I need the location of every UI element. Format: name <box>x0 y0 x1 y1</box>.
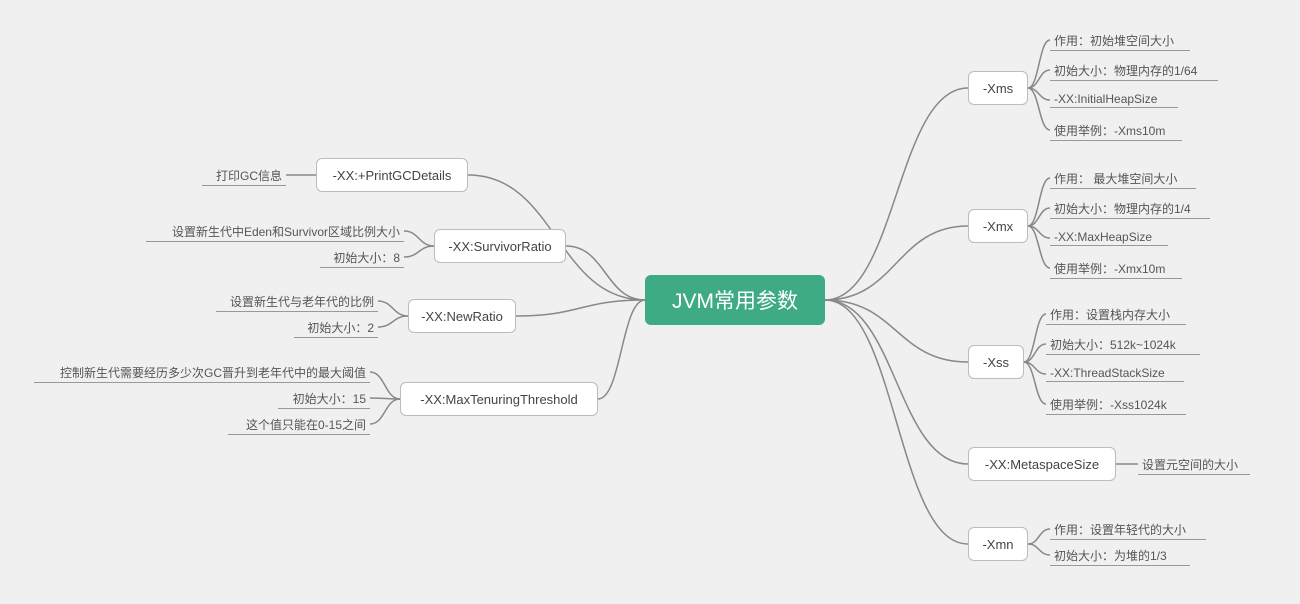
leaf-L2-0: 设置新生代与老年代的比例 <box>216 293 378 312</box>
branch-node-L3[interactable]: -XX:MaxTenuringThreshold <box>400 382 598 416</box>
branch-node-R0[interactable]: -Xms <box>968 71 1028 105</box>
branch-node-R2[interactable]: -Xss <box>968 345 1024 379</box>
leaf-R1-1: 初始大小：物理内存的1/4 <box>1050 200 1210 219</box>
leaf-L2-1: 初始大小：2 <box>294 319 378 338</box>
leaf-R4-0: 作用：设置年轻代的大小 <box>1050 521 1206 540</box>
leaf-L0-0: 打印GC信息 <box>202 167 286 186</box>
leaf-L1-0: 设置新生代中Eden和Survivor区域比例大小 <box>146 223 404 242</box>
branch-node-R3[interactable]: -XX:MetaspaceSize <box>968 447 1116 481</box>
branch-node-L1[interactable]: -XX:SurvivorRatio <box>434 229 566 263</box>
leaf-R2-1: 初始大小：512k~1024k <box>1046 336 1200 355</box>
branch-node-R1[interactable]: -Xmx <box>968 209 1028 243</box>
leaf-R2-3: 使用举例：-Xss1024k <box>1046 396 1186 415</box>
leaf-R0-3: 使用举例：-Xms10m <box>1050 122 1182 141</box>
branch-node-L2[interactable]: -XX:NewRatio <box>408 299 516 333</box>
leaf-L3-1: 初始大小：15 <box>278 390 370 409</box>
leaf-R1-0: 作用： 最大堆空间大小 <box>1050 170 1196 189</box>
branch-node-L0[interactable]: -XX:+PrintGCDetails <box>316 158 468 192</box>
branch-node-R4[interactable]: -Xmn <box>968 527 1028 561</box>
leaf-R1-2: -XX:MaxHeapSize <box>1050 230 1168 246</box>
leaf-L1-1: 初始大小：8 <box>320 249 404 268</box>
leaf-R0-1: 初始大小：物理内存的1/64 <box>1050 62 1218 81</box>
leaf-R0-0: 作用：初始堆空间大小 <box>1050 32 1190 51</box>
leaf-L3-0: 控制新生代需要经历多少次GC晋升到老年代中的最大阈值 <box>34 364 370 383</box>
leaf-R2-2: -XX:ThreadStackSize <box>1046 366 1184 382</box>
leaf-R3-0: 设置元空间的大小 <box>1138 456 1250 475</box>
leaf-L3-2: 这个值只能在0-15之间 <box>228 416 370 435</box>
leaf-R2-0: 作用：设置栈内存大小 <box>1046 306 1186 325</box>
leaf-R4-1: 初始大小：为堆的1/3 <box>1050 547 1190 566</box>
leaf-R1-3: 使用举例：-Xmx10m <box>1050 260 1182 279</box>
leaf-R0-2: -XX:InitialHeapSize <box>1050 92 1178 108</box>
mindmap-root[interactable]: JVM常用参数 <box>645 275 825 325</box>
